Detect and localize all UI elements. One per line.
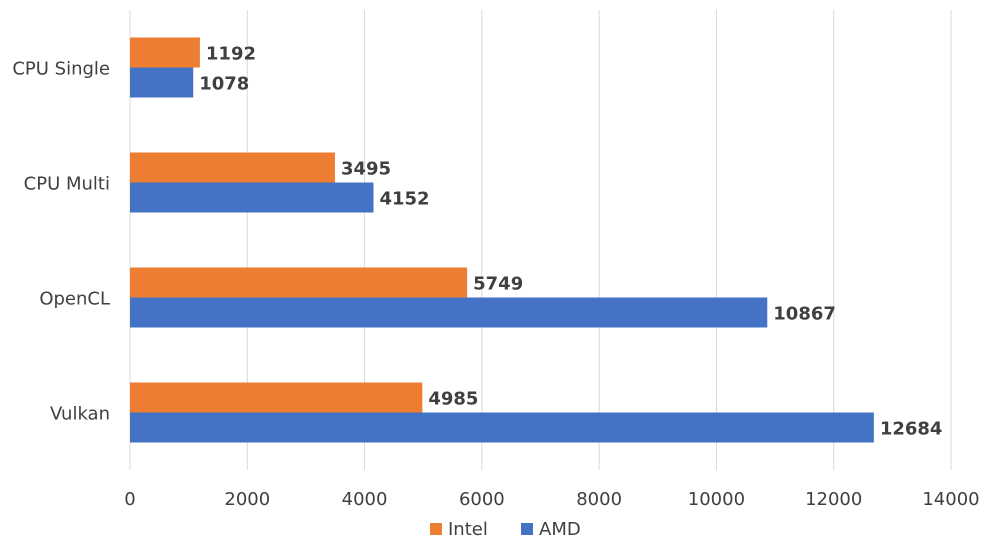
data-label: 1192 [206,44,256,65]
data-label: 3495 [341,159,391,180]
x-tick-label: 10000 [688,489,745,510]
x-tick-label: 2000 [224,489,270,510]
legend-label-intel: Intel [448,519,488,540]
data-label: 10867 [773,304,836,325]
x-tick-label: 4000 [342,489,388,510]
bar-amd-cpu-multi [130,182,374,213]
data-label: 4152 [379,189,429,210]
bar-intel-opencl [130,267,468,298]
legend-swatch-amd [521,523,533,535]
category-label: CPU Single [12,59,110,80]
bar-amd-cpu-single [130,67,194,98]
data-label: 4985 [428,389,478,410]
category-label: OpenCL [39,289,110,310]
legend: Intel AMD [430,519,581,540]
bar-intel-cpu-single [130,37,200,68]
legend-label-amd: AMD [539,519,581,540]
x-tick-label: 6000 [459,489,505,510]
value-axis: 0 2000 4000 6000 8000 10000 12000 14000 [124,489,979,510]
data-label: 5749 [473,274,523,295]
data-labels: 1192 1078 3495 4152 5749 10867 4985 12684 [199,44,942,440]
x-tick-label: 0 [124,489,135,510]
data-label: 12684 [880,419,943,440]
gridlines [129,10,952,470]
x-tick-label: 8000 [576,489,622,510]
category-axis: CPU Single CPU Multi OpenCL Vulkan [12,59,110,425]
x-tick-label: 12000 [805,489,862,510]
bars [130,37,874,443]
bar-intel-vulkan [130,382,423,413]
category-label: CPU Multi [24,174,110,195]
legend-swatch-intel [430,523,442,535]
x-tick-label: 14000 [922,489,979,510]
category-label: Vulkan [50,404,110,425]
data-label: 1078 [199,74,249,95]
bar-amd-vulkan [130,412,874,443]
bar-intel-cpu-multi [130,152,335,183]
bar-amd-opencl [130,297,768,328]
